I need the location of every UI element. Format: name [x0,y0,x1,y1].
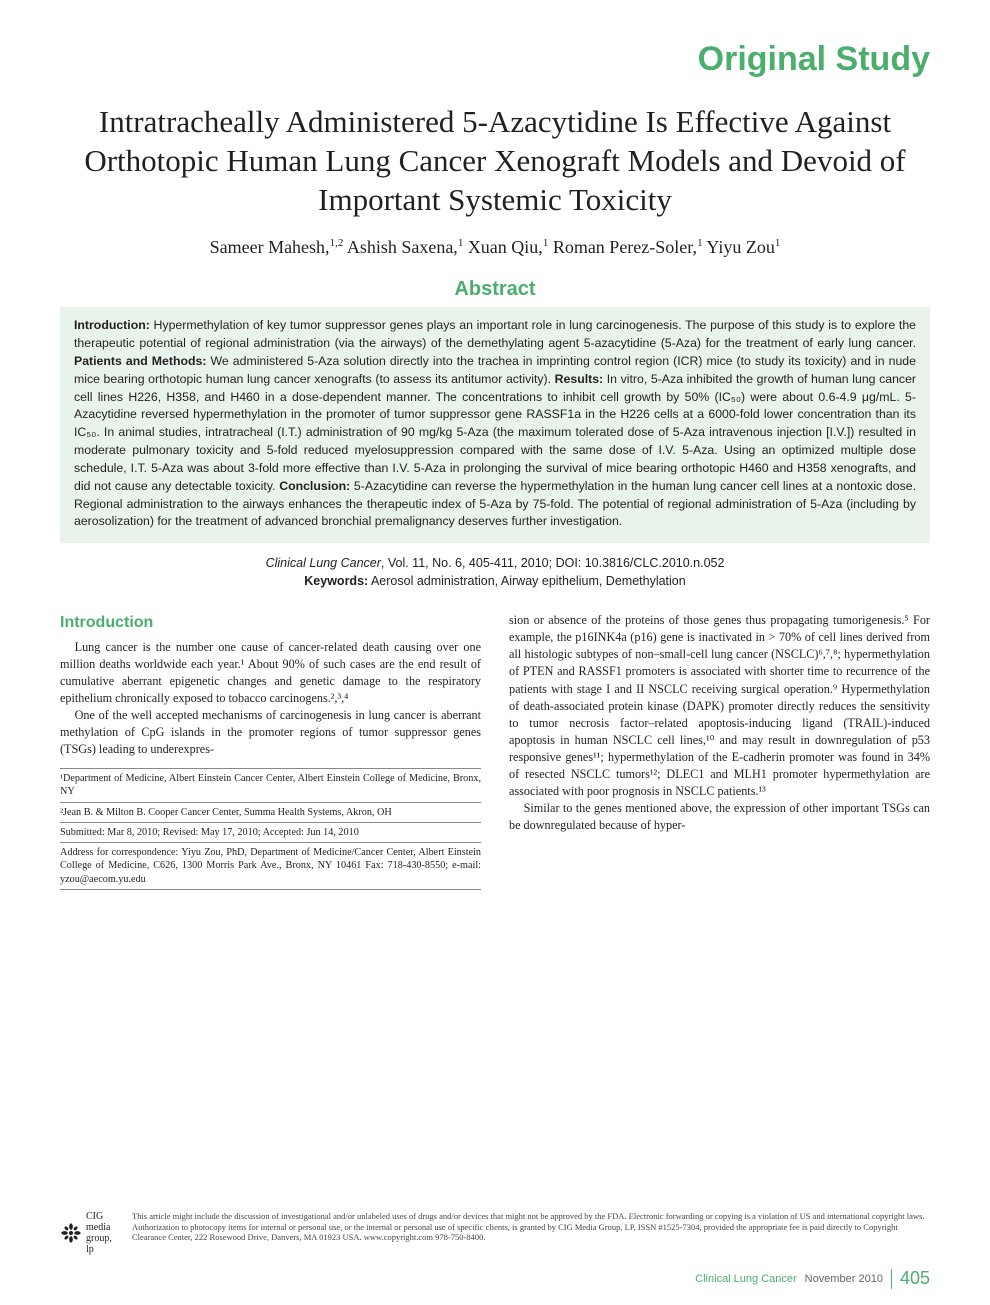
abstract-pm-label: Patients and Methods: [74,354,206,368]
abstract-intro-label: Introduction: [74,318,150,332]
correspondence: Address for correspondence: Yiyu Zou, Ph… [60,843,481,890]
body-paragraph: One of the well accepted mechanisms of c… [60,707,481,758]
keywords-label: Keywords: [304,574,368,588]
page-number: 405 [900,1268,930,1289]
abstract-results-label: Results: [555,372,604,386]
abstract-conclusion-label: Conclusion: [279,479,350,493]
running-footer: Clinical Lung Cancer November 2010 405 [695,1268,930,1289]
author-list: Sameer Mahesh,1,2 Ashish Saxena,1 Xuan Q… [60,237,930,258]
footer-divider [891,1269,892,1289]
keywords-text: Aerosol administration, Airway epitheliu… [368,574,686,588]
abstract-box: Introduction: Hypermethylation of key tu… [60,307,930,543]
introduction-heading: Introduction [60,612,481,634]
citation-rest: , Vol. 11, No. 6, 405-411, 2010; DOI: 10… [381,556,725,570]
citation-journal: Clinical Lung Cancer [266,556,381,570]
footer-date: November 2010 [805,1273,883,1285]
citation-block: Clinical Lung Cancer, Vol. 11, No. 6, 40… [140,555,850,590]
abstract-heading: Abstract [60,278,930,301]
body-columns: Introduction Lung cancer is the number o… [60,612,930,890]
article-title: Intratracheally Administered 5-Azacytidi… [80,103,910,219]
copyright-disclaimer: This article might include the discussio… [132,1211,930,1243]
publisher-logo-text: CIG media group, lp [86,1211,120,1255]
section-label: Original Study [60,40,930,79]
submission-dates: Submitted: Mar 8, 2010; Revised: May 17,… [60,823,481,843]
body-paragraph: sion or absence of the proteins of those… [509,612,930,800]
affiliations-block: ¹Department of Medicine, Albert Einstein… [60,768,481,890]
affiliation-2: ²Jean B. & Milton B. Cooper Cancer Cente… [60,803,481,823]
body-paragraph: Similar to the genes mentioned above, th… [509,800,930,834]
page-footer-block: CIG media group, lp This article might i… [60,1211,930,1255]
body-paragraph: Lung cancer is the number one cause of c… [60,639,481,707]
left-column: Introduction Lung cancer is the number o… [60,612,481,890]
affiliation-1: ¹Department of Medicine, Albert Einstein… [60,769,481,803]
right-column: sion or absence of the proteins of those… [509,612,930,890]
footer-journal-name: Clinical Lung Cancer [695,1273,797,1285]
abstract-intro-text: Hypermethylation of key tumor suppressor… [74,318,916,350]
flower-icon [60,1222,82,1244]
abstract-results-text: In vitro, 5-Aza inhibited the growth of … [74,372,916,493]
publisher-logo: CIG media group, lp [60,1211,120,1255]
